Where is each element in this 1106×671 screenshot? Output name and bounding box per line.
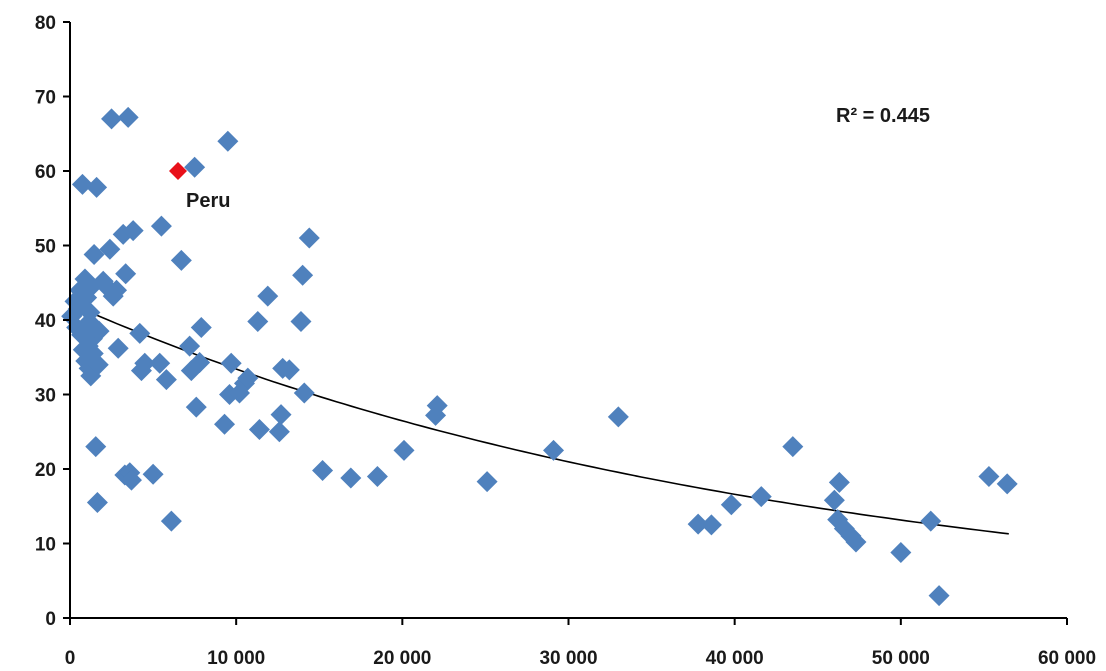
data-point [426,395,448,417]
y-tick-label: 60 [35,162,56,183]
data-point [845,531,867,553]
data-point [190,316,212,338]
data-point [248,419,270,441]
y-tick-label: 20 [35,460,56,481]
x-tick-label: 20 000 [373,648,431,669]
data-point [828,471,850,493]
y-tick-label: 40 [35,311,56,332]
data-point [476,471,498,493]
points-layer [61,106,1018,607]
data-point [71,173,93,195]
data-point [293,382,315,404]
data-point [117,106,139,128]
data-point [782,436,804,458]
data-point [179,335,201,357]
x-tick-label: 30 000 [539,648,597,669]
data-point [247,310,269,332]
data-point [393,439,415,461]
x-tick-label: 10 000 [207,648,265,669]
data-point [268,421,290,443]
data-point [160,510,182,532]
data-point [142,463,164,485]
data-point [720,494,742,516]
data-point [290,310,312,332]
data-point [107,337,129,359]
data-point [312,459,334,481]
data-point [87,354,109,376]
data-point [292,264,314,286]
data-point [700,514,722,536]
data-point [750,486,772,508]
data-point [99,238,121,260]
data-point [86,492,108,514]
data-point [928,585,950,607]
data-point [257,285,279,307]
data-point [184,156,206,178]
data-point [298,227,320,249]
data-point [607,406,629,428]
y-tick-label: 10 [35,535,56,556]
r-squared-label: R² = 0.445 [836,105,930,127]
data-point [996,473,1018,495]
data-point [220,352,242,374]
data-point [278,359,300,381]
peru-label: Peru [186,190,230,212]
y-tick-label: 50 [35,237,56,258]
data-point [214,413,236,435]
data-point [823,489,845,511]
data-point [185,396,207,418]
data-point [149,352,171,374]
data-point [120,469,142,491]
data-point [890,541,912,563]
data-point [189,351,211,373]
data-point [687,513,709,535]
data-point [83,243,105,265]
data-point [134,352,156,374]
x-tick-label: 40 000 [706,648,764,669]
data-point [86,176,108,198]
data-point [106,279,128,301]
trendline-layer [69,302,1009,535]
data-point [115,263,137,285]
data-point [155,369,177,391]
data-point [112,223,134,245]
y-tick-label: 80 [35,13,56,34]
data-point [88,320,110,342]
y-tick-label: 70 [35,88,56,109]
highlight-point-peru [169,162,188,180]
x-tick-label: 50 000 [872,648,930,669]
data-point [270,404,292,426]
y-tick-label: 30 [35,386,56,407]
data-point [129,322,151,344]
x-tick-label: 0 [65,648,76,669]
data-point [978,465,1000,487]
data-point [150,215,172,237]
data-point [340,467,362,489]
data-point [366,465,388,487]
data-point [920,510,942,532]
data-point [543,439,565,461]
data-point [217,130,239,152]
data-point [85,436,107,458]
trendline [69,302,1009,535]
x-tick-label: 60 000 [1038,648,1096,669]
data-point [170,249,192,271]
data-point [237,367,259,389]
ticks-layer: 0 10 20 30 40 50 60 70 80 0 10 000 20 000 30 000 40 0… [35,13,1096,669]
y-tick-label: 0 [45,609,56,630]
data-point [122,220,144,242]
data-point [101,108,123,130]
